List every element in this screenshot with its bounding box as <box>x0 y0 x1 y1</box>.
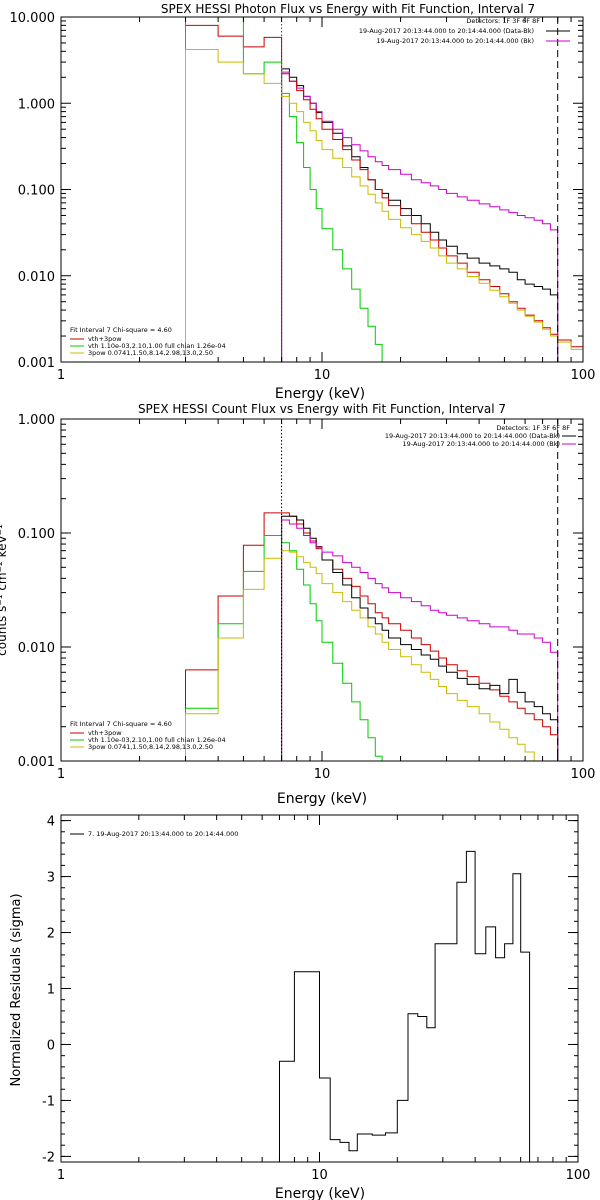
count-flux-y-axis: 0.001 0.010 0.100 1.000 <box>18 413 583 770</box>
photon-flux-legend-vth: vth 1.10e-03,2.10,1.00 full chian 1.26e-… <box>88 342 226 350</box>
count-flux-detectors-header: Detectors: 1F 3F 6F 8F <box>496 424 570 432</box>
count-flux-plot-area: 1 10 100 0.001 0.010 0.100 1.000 <box>18 413 596 782</box>
count-flux-axes-frame <box>60 418 584 762</box>
photon-flux-series-0 <box>281 68 559 362</box>
count-flux-series-group <box>185 512 559 761</box>
photon-flux-legend-bk: 19-Aug-2017 20:13:44.000 to 20:14:44.000… <box>377 37 534 45</box>
photon-flux-x-tick-label: 10 <box>314 368 331 383</box>
count-flux-y-tick-label: 0.001 <box>18 755 55 770</box>
photon-flux-legend-data-bk: 19-Aug-2017 20:13:44.000 to 20:14:44.000… <box>359 27 534 35</box>
photon-flux-x-tick-label: 1 <box>57 368 65 383</box>
photon-flux-series-1 <box>281 71 559 362</box>
photon-flux-title: SPEX HESSI Photon Flux vs Energy with Fi… <box>161 2 535 16</box>
count-flux-y-axis-label: counts s⁻¹ cm⁻² keV⁻¹ <box>0 524 9 656</box>
residuals-y-tick-label: 1 <box>47 983 55 998</box>
residuals-x-axis: 1 10 100 <box>57 815 591 1183</box>
residuals-plot-area: 1 10 100 -2 -1 0 1 2 3 4 <box>42 814 591 1183</box>
count-flux-x-tick-label: 1 <box>57 767 65 782</box>
photon-flux-series-4 <box>185 49 583 362</box>
residuals-y-axis: -2 -1 0 1 2 3 4 <box>42 815 578 1165</box>
residuals-x-tick-label: 1 <box>57 1168 65 1183</box>
residuals-y-tick-label: 0 <box>47 1038 55 1053</box>
count-flux-series-1 <box>185 535 383 761</box>
photon-flux-fit-header: Fit Interval 7 Chi-square = 4.60 <box>70 326 172 334</box>
photon-flux-x-tick-label: 100 <box>571 368 596 383</box>
photon-flux-x-axis: 1 10 100 <box>57 17 596 383</box>
photon-flux-y-tick-label: 0.010 <box>18 270 55 285</box>
residuals-x-tick-label: 100 <box>566 1168 591 1183</box>
photon-flux-series-group <box>185 17 583 362</box>
photon-flux-plot-area: 1 10 100 0.001 0.010 0.100 1.000 10.000 <box>10 11 596 383</box>
photon-flux-legend-vth3pow: vth+3pow <box>88 335 122 343</box>
residuals-series-0 <box>279 850 531 1162</box>
residuals-y-tick-label: 4 <box>47 815 55 830</box>
count-flux-y-tick-label: 0.010 <box>18 641 55 656</box>
photon-flux-panel: SPEX HESSI Photon Flux vs Energy with Fi… <box>10 2 596 402</box>
residuals-x-axis-label: Energy (keV) <box>275 1186 365 1200</box>
residuals-y-tick-label: 2 <box>47 927 55 942</box>
residuals-x-tick-label: 10 <box>311 1168 328 1183</box>
count-flux-panel: SPEX HESSI Count Flux vs Energy with Fit… <box>0 402 595 807</box>
photon-flux-series-3 <box>185 17 390 362</box>
residuals-y-tick-label: -2 <box>42 1150 55 1165</box>
photon-flux-axes-frame <box>60 16 584 363</box>
residuals-series-group <box>279 850 531 1162</box>
count-flux-legend-3pow: 3pow 0.0741,1.50,8.14,2.98,13.0,2.50 <box>88 743 213 751</box>
photon-flux-y-tick-label: 0.001 <box>18 356 55 371</box>
count-flux-x-tick-label: 10 <box>314 767 331 782</box>
count-flux-x-axis: 1 10 100 <box>57 419 596 782</box>
photon-flux-y-tick-label: 1.000 <box>18 97 55 112</box>
count-flux-series-3 <box>281 515 559 761</box>
count-flux-legend-vth: vth 1.10e-03,2.10,1.00 full chian 1.26e-… <box>88 736 226 744</box>
photon-flux-y-tick-label: 0.100 <box>18 184 55 199</box>
residuals-y-axis-label: Normalized Residuals (sigma) <box>9 893 24 1086</box>
count-flux-y-tick-label: 0.100 <box>18 527 55 542</box>
count-flux-legend-data-bk: 19-Aug-2017 20:13:44.000 to 20:14:44.000… <box>385 432 560 440</box>
photon-flux-x-axis-label: Energy (keV) <box>275 386 365 402</box>
count-flux-fit-header: Fit Interval 7 Chi-square = 4.60 <box>70 720 172 728</box>
photon-flux-detectors-header: Detectors: 1F 3F 6F 8F <box>466 17 540 25</box>
count-flux-y-tick-label: 1.000 <box>18 413 55 428</box>
count-flux-legend-bk: 19-Aug-2017 20:13:44.000 to 20:14:44.000… <box>403 440 560 448</box>
residuals-panel: 1 10 100 -2 -1 0 1 2 3 4 Energy (keV) Normalized … <box>9 814 591 1200</box>
photon-flux-y-tick-label: 10.000 <box>10 11 56 26</box>
residuals-y-tick-label: -1 <box>42 1094 55 1109</box>
photon-flux-legend-3pow: 3pow 0.0741,1.50,8.14,2.98,13.0,2.50 <box>88 349 213 357</box>
count-flux-x-axis-label: Energy (keV) <box>277 791 367 807</box>
count-flux-legend-vth3pow: vth+3pow <box>88 729 122 737</box>
count-flux-series-4 <box>281 519 559 761</box>
photon-flux-y-axis: 0.001 0.010 0.100 1.000 10.000 <box>10 11 583 371</box>
residuals-legend-label: 7. 19-Aug-2017 20:13:44.000 to 20:14:44.… <box>88 830 238 838</box>
count-flux-x-tick-label: 100 <box>571 767 596 782</box>
residuals-y-tick-label: 3 <box>47 871 55 886</box>
photon-flux-series-2 <box>185 24 583 362</box>
count-flux-title: SPEX HESSI Count Flux vs Energy with Fit… <box>138 402 506 416</box>
count-flux-series-2 <box>185 550 544 761</box>
